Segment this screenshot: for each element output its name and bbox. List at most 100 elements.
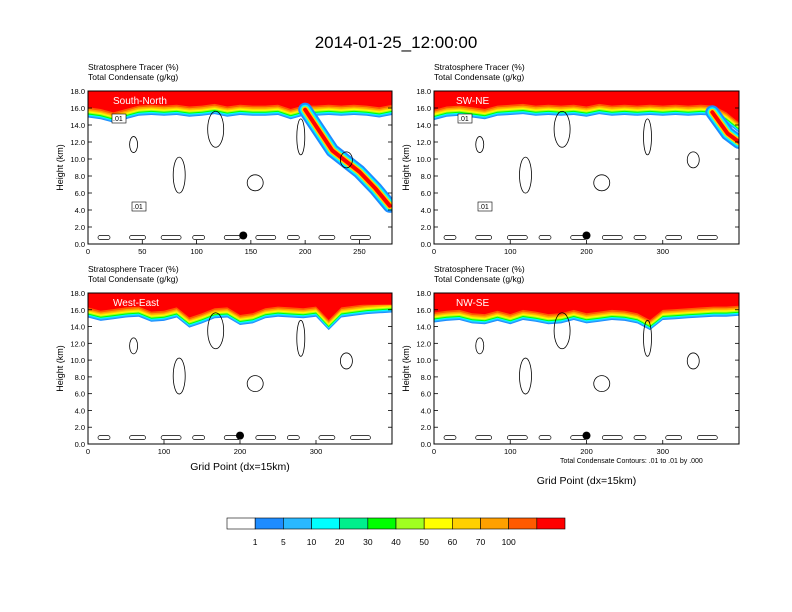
condensate-contour xyxy=(506,435,528,440)
y-tick-label: 14.0 xyxy=(70,323,85,332)
colorbar-swatch xyxy=(226,517,256,530)
contour-footnote: Total Condensate Contours: .01 to .01 by… xyxy=(560,458,703,465)
condensate-contour xyxy=(207,110,225,148)
y-axis-label: Height (km) xyxy=(55,345,65,392)
condensate-contour xyxy=(192,235,206,240)
condensate-contour xyxy=(255,435,277,440)
colorbar-swatch xyxy=(480,517,509,530)
colorbar-swatch xyxy=(254,517,284,530)
plot-area xyxy=(434,91,739,244)
location-marker xyxy=(582,231,591,240)
condensate-contour xyxy=(643,118,652,156)
colorbar-label: 50 xyxy=(419,537,429,547)
y-tick-label: 4.0 xyxy=(421,206,431,215)
condensate-contour xyxy=(519,357,532,395)
condensate-contour xyxy=(519,156,532,194)
y-tick-label: 10.0 xyxy=(416,356,431,365)
condensate-contour xyxy=(553,312,571,350)
y-tick-label: 18.0 xyxy=(70,289,85,298)
y-axis-label: Height (km) xyxy=(401,345,411,392)
condensate-contour xyxy=(207,312,225,350)
condensate-contour xyxy=(296,319,306,357)
y-tick-label: 8.0 xyxy=(421,373,431,382)
contour-label-box xyxy=(477,201,493,212)
x-tick-label: 150 xyxy=(245,247,258,256)
condensate-contour xyxy=(129,235,146,240)
section-label: South-North xyxy=(113,96,167,107)
y-tick-label: 6.0 xyxy=(75,189,85,198)
panel-header: Total Condensate (g/kg) xyxy=(88,72,178,82)
condensate-contour xyxy=(350,435,371,440)
colorbar-swatch xyxy=(395,517,425,530)
panel-header: Total Condensate (g/kg) xyxy=(434,274,524,284)
colorbar-label: 70 xyxy=(476,537,486,547)
x-tick-label: 100 xyxy=(158,447,171,456)
y-tick-label: 16.0 xyxy=(70,104,85,113)
contour-label: .01 xyxy=(133,204,143,211)
y-tick-label: 16.0 xyxy=(416,306,431,315)
location-marker xyxy=(582,431,591,440)
contour-label-box xyxy=(111,113,127,124)
contour-label: .01 xyxy=(479,204,489,211)
condensate-contour xyxy=(443,435,457,440)
colorbar-label: 40 xyxy=(391,537,401,547)
y-axis-label: Height (km) xyxy=(55,144,65,191)
y-tick-label: 0.0 xyxy=(421,240,431,249)
main-title: 2014-01-25_12:00:00 xyxy=(314,33,478,52)
condensate-contour xyxy=(318,235,336,240)
colorbar-label: 30 xyxy=(363,537,373,547)
condensate-contour xyxy=(192,435,206,440)
colorbar-label: 5 xyxy=(281,537,286,547)
y-tick-label: 16.0 xyxy=(416,104,431,113)
condensate-contour xyxy=(443,235,457,240)
y-tick-label: 2.0 xyxy=(421,223,431,232)
panel-header: Total Condensate (g/kg) xyxy=(434,72,524,82)
panel-top-right: Stratosphere Tracer (%)Total Condensate … xyxy=(401,62,740,256)
y-tick-label: 8.0 xyxy=(75,373,85,382)
y-tick-label: 14.0 xyxy=(70,121,85,130)
y-axis-label: Height (km) xyxy=(401,144,411,191)
colorbar-swatch xyxy=(452,517,481,530)
condensate-contour xyxy=(665,235,683,240)
plot-frame xyxy=(87,90,393,245)
condensate-contour xyxy=(172,156,186,194)
y-tick-label: 4.0 xyxy=(421,406,431,415)
y-tick-label: 10.0 xyxy=(70,155,85,164)
condensate-contour xyxy=(506,235,528,240)
y-tick-label: 4.0 xyxy=(75,206,85,215)
plot-area xyxy=(88,293,392,444)
x-tick-label: 300 xyxy=(656,447,669,456)
condensate-contour xyxy=(696,235,718,240)
colorbar-swatch xyxy=(508,517,538,530)
colorbar-swatch xyxy=(536,517,566,530)
plot-area xyxy=(88,91,392,244)
colorbar-swatch xyxy=(367,517,397,530)
condensate-contour xyxy=(129,337,139,355)
y-tick-label: 14.0 xyxy=(416,323,431,332)
condensate-contour xyxy=(286,435,300,440)
y-tick-label: 2.0 xyxy=(75,423,85,432)
y-tick-label: 8.0 xyxy=(75,172,85,181)
x-tick-label: 200 xyxy=(580,247,593,256)
x-tick-label: 200 xyxy=(580,447,593,456)
colorbar-label: 20 xyxy=(335,537,345,547)
location-marker xyxy=(239,231,248,240)
y-tick-label: 18.0 xyxy=(416,289,431,298)
y-tick-label: 12.0 xyxy=(416,138,431,147)
colorbar-swatch xyxy=(339,517,369,530)
colorbar-label: 60 xyxy=(448,537,458,547)
x-tick-label: 200 xyxy=(234,447,247,456)
y-tick-label: 0.0 xyxy=(75,240,85,249)
condensate-contour xyxy=(296,118,306,156)
condensate-contour xyxy=(633,435,647,440)
colorbar-swatch xyxy=(423,517,453,530)
location-marker xyxy=(236,431,244,440)
condensate-contour xyxy=(339,151,353,169)
condensate-contour xyxy=(160,435,182,440)
section-label: SW-NE xyxy=(456,96,489,107)
panel-bottom-left: Stratosphere Tracer (%)Total Condensate … xyxy=(55,264,393,473)
condensate-contour xyxy=(246,174,264,192)
condensate-contour xyxy=(97,435,111,440)
x-tick-label: 0 xyxy=(86,247,90,256)
